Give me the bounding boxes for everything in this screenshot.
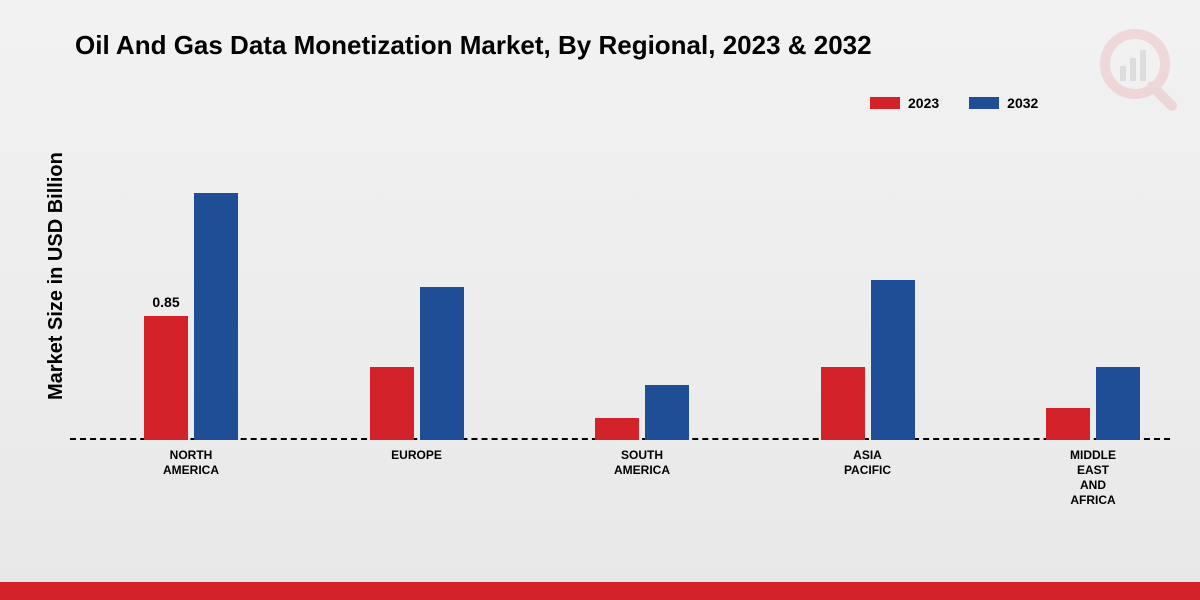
- legend-swatch-2023: [870, 97, 900, 109]
- plot-area: [70, 120, 1170, 440]
- legend: 2023 2032: [870, 95, 1038, 111]
- x-axis-category-label: ASIAPACIFIC: [808, 448, 928, 478]
- bar: [595, 418, 639, 440]
- chart-canvas: Oil And Gas Data Monetization Market, By…: [0, 0, 1200, 600]
- x-axis-category-label: EUROPE: [357, 448, 477, 463]
- legend-label-2032: 2032: [1007, 95, 1038, 111]
- bar: [194, 193, 238, 440]
- bar: [370, 367, 414, 440]
- bar: [1096, 367, 1140, 440]
- bar: [821, 367, 865, 440]
- y-axis-label: Market Size in USD Billion: [45, 152, 68, 400]
- legend-swatch-2032: [969, 97, 999, 109]
- x-axis-category-label: SOUTHAMERICA: [582, 448, 702, 478]
- bar: [420, 287, 464, 440]
- bar: [144, 316, 188, 440]
- legend-item-2032: 2032: [969, 95, 1038, 111]
- legend-label-2023: 2023: [908, 95, 939, 111]
- bar: [871, 280, 915, 440]
- x-axis-category-label: MIDDLEEASTANDAFRICA: [1033, 448, 1153, 508]
- footer-bar: [0, 582, 1200, 600]
- x-axis-category-label: NORTHAMERICA: [131, 448, 251, 478]
- bar-value-label: 0.85: [152, 294, 179, 310]
- bar: [645, 385, 689, 440]
- watermark-logo: [1090, 24, 1180, 119]
- legend-item-2023: 2023: [870, 95, 939, 111]
- bar: [1046, 408, 1090, 440]
- chart-title: Oil And Gas Data Monetization Market, By…: [75, 30, 872, 61]
